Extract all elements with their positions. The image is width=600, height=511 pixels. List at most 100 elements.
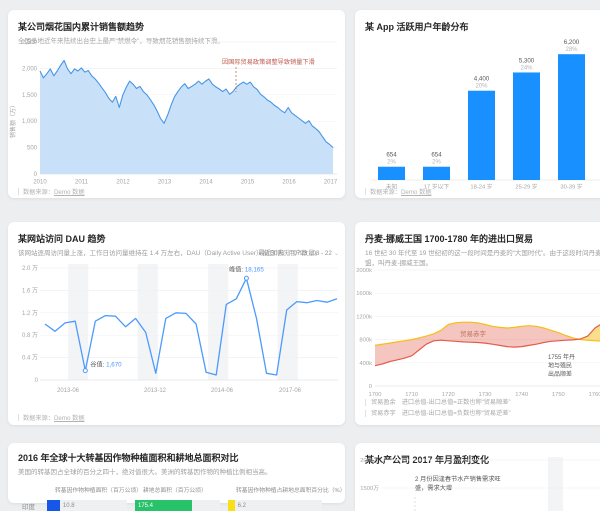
svg-text:2017: 2017 [324, 180, 338, 186]
svg-text:0: 0 [369, 384, 372, 390]
divider [365, 399, 366, 407]
svg-text:0.8 万: 0.8 万 [22, 332, 38, 339]
column-header: 转基因作物种植占耕地总面积百分比（%） [236, 488, 346, 495]
card-gmo-comparison: 2016 年全球十大转基因作物种植面积和耕地总面积对比 美国的转基因占全球的百分… [8, 443, 346, 511]
card-title: 某公司烟花国内累计销售额趋势 [18, 22, 145, 32]
svg-text:2 月份因逢春节水产销售需求旺: 2 月份因逢春节水产销售需求旺 [415, 475, 501, 483]
svg-text:2000万: 2000万 [360, 457, 379, 464]
svg-text:因国际贸易政策调整导致销量下滑: 因国际贸易政策调整导致销量下滑 [222, 58, 315, 66]
svg-text:2013-06: 2013-06 [57, 388, 80, 394]
card-age-distribution: 某 App 活跃用户年龄分布 654 2% 未知 654 2% 17 岁以下 4,400 20… [355, 10, 600, 198]
svg-text:30-39 岁: 30-39 岁 [560, 183, 582, 191]
source-link[interactable]: Demo 数据 [400, 189, 432, 196]
legend-desc: 进口总值-出口总值=负数也称“贸易逆差” [401, 410, 511, 418]
card-subtitle: 美国的转基因占全球的百分之四十，绝对值很大。美洲的转基因作物的种植比例相当高。 [18, 469, 272, 476]
svg-text:1755 年丹: 1755 年丹 [548, 353, 575, 361]
card-title: 丹麦-挪威王国 1700-1780 年的进出口贸易 [365, 234, 534, 244]
svg-text:654: 654 [386, 152, 397, 159]
legend-name: 贸易赤字 [371, 410, 396, 418]
svg-text:1710: 1710 [405, 392, 418, 398]
svg-text:2,500: 2,500 [22, 40, 38, 46]
svg-text:6,200: 6,200 [564, 39, 580, 46]
svg-text:1.6 万: 1.6 万 [22, 287, 38, 294]
svg-text:谷值: 1,670: 谷值: 1,670 [90, 361, 122, 369]
svg-text:2010: 2010 [33, 180, 47, 186]
column-header: 转基因作物种植面积（百万公顷） [55, 488, 142, 495]
table-row: 印度 10.8 175.4 6.2 [8, 500, 345, 511]
svg-text:2012: 2012 [116, 180, 130, 186]
fireworks-area-chart: 0 500 1,000 1,500 2,000 2,500 2010 2011 2012 2013… [9, 40, 338, 186]
svg-text:0.4 万: 0.4 万 [22, 355, 38, 362]
legend-row: 贸易赤字 进口总值-出口总值=负数也称“贸易逆差” [365, 409, 511, 418]
svg-text:峰值: 18,165: 峰值: 18,165 [229, 265, 264, 273]
svg-text:2%: 2% [387, 160, 396, 166]
value-bar: 175.4 [135, 500, 192, 511]
card-title: 某 App 活跃用户年龄分布 [365, 22, 469, 32]
svg-text:出品顺差: 出品顺差 [548, 370, 572, 378]
table-body: 印度 10.8 175.4 6.2 [8, 500, 345, 511]
svg-text:654: 654 [431, 152, 442, 159]
column-header: 耕地总面积（百万公顷） [143, 488, 207, 495]
svg-text:盛，需求大增: 盛，需求大增 [415, 484, 452, 492]
card-subtitle: 16 世纪 30 年代至 19 世纪初的这一段时间是丹麦的“大国时代”。由于这段… [365, 250, 600, 268]
card-fireworks-sales: 某公司烟花国内累计销售额趋势 全国多地近年来陆续出台史上最严“禁燃令”，导致烟花… [8, 10, 345, 198]
value-label: 175.4 [138, 502, 154, 509]
data-source: 数据来源：Demo 数据 [18, 413, 85, 422]
trade-area-chart: 0 400k 800k 1200k 1600k 2000k 1700 1710 1720 1730… [356, 268, 600, 398]
svg-text:5,300: 5,300 [519, 57, 535, 64]
svg-text:2017-06: 2017-06 [279, 388, 302, 394]
data-source: 数据来源：Demo 数据 [18, 187, 85, 196]
svg-text:1700: 1700 [369, 392, 382, 398]
svg-text:400k: 400k [359, 361, 372, 367]
card-title: 某网站访问 DAU 趋势 [18, 234, 106, 244]
value-label: 10.8 [62, 502, 75, 509]
svg-text:1720: 1720 [442, 392, 455, 398]
svg-text:0: 0 [35, 378, 39, 384]
divider [365, 188, 366, 195]
svg-text:销售额（万）: 销售额（万） [9, 102, 17, 138]
svg-text:1740: 1740 [515, 392, 528, 398]
svg-text:2015: 2015 [241, 180, 255, 186]
row-label: 印度 [22, 503, 35, 511]
svg-text:2013: 2013 [158, 180, 172, 186]
source-label: 数据来源： [23, 189, 54, 196]
svg-text:1760: 1760 [589, 392, 600, 398]
svg-text:1600k: 1600k [356, 291, 372, 297]
bar-cell: 175.4 [135, 500, 220, 511]
svg-text:2016: 2016 [282, 180, 296, 186]
svg-text:地与殖民: 地与殖民 [548, 362, 572, 370]
divider [365, 410, 366, 418]
svg-text:2014: 2014 [199, 180, 213, 186]
svg-text:2000k: 2000k [356, 268, 372, 274]
svg-text:20%: 20% [475, 84, 488, 90]
chevron-down-icon: ⌄ [333, 250, 339, 257]
svg-text:1200k: 1200k [356, 314, 372, 320]
date-range-selector[interactable]: 最近30天 ｜ 0723 - 08 - 22 ⌄ [258, 248, 339, 257]
svg-text:2.0 万: 2.0 万 [22, 265, 38, 272]
data-source: 数据来源：Demo 数据 [365, 187, 432, 196]
svg-text:17 岁以下: 17 岁以下 [424, 183, 450, 191]
source-link[interactable]: Demo 数据 [53, 415, 85, 422]
card-subtitle: 该网站逐周访问量上涨，工作日访问量维持在 1.4 万左右，DAU（Daily A… [18, 250, 321, 257]
spacer [18, 485, 55, 494]
source-label: 数据来源： [23, 415, 54, 422]
svg-text:2%: 2% [432, 160, 441, 166]
legend-row: 贸易盈余 进口总值-出口总值=正数也称“贸易顺差” [365, 398, 511, 407]
divider [18, 414, 19, 421]
source-link[interactable]: Demo 数据 [53, 189, 85, 196]
svg-text:1.2 万: 1.2 万 [22, 310, 38, 317]
svg-text:0: 0 [34, 172, 38, 178]
svg-text:2014-06: 2014-06 [211, 388, 234, 394]
table-header-row: 转基因作物种植面积（百万公顷） 耕地总面积（百万公顷） 转基因作物种植占耕地总面积百… [8, 485, 346, 495]
svg-text:2011: 2011 [75, 180, 89, 186]
svg-text:1,500: 1,500 [22, 93, 38, 99]
divider [18, 188, 19, 195]
svg-text:贸易赤字: 贸易赤字 [460, 329, 487, 338]
date-range-label: 最近30天 ｜ 0723 - 08 - 22 [258, 250, 332, 257]
bar-cell: 10.8 [47, 500, 127, 511]
value-bar [228, 500, 235, 511]
card-title: 2016 年全球十大转基因作物种植面积和耕地总面积对比 [18, 453, 239, 463]
